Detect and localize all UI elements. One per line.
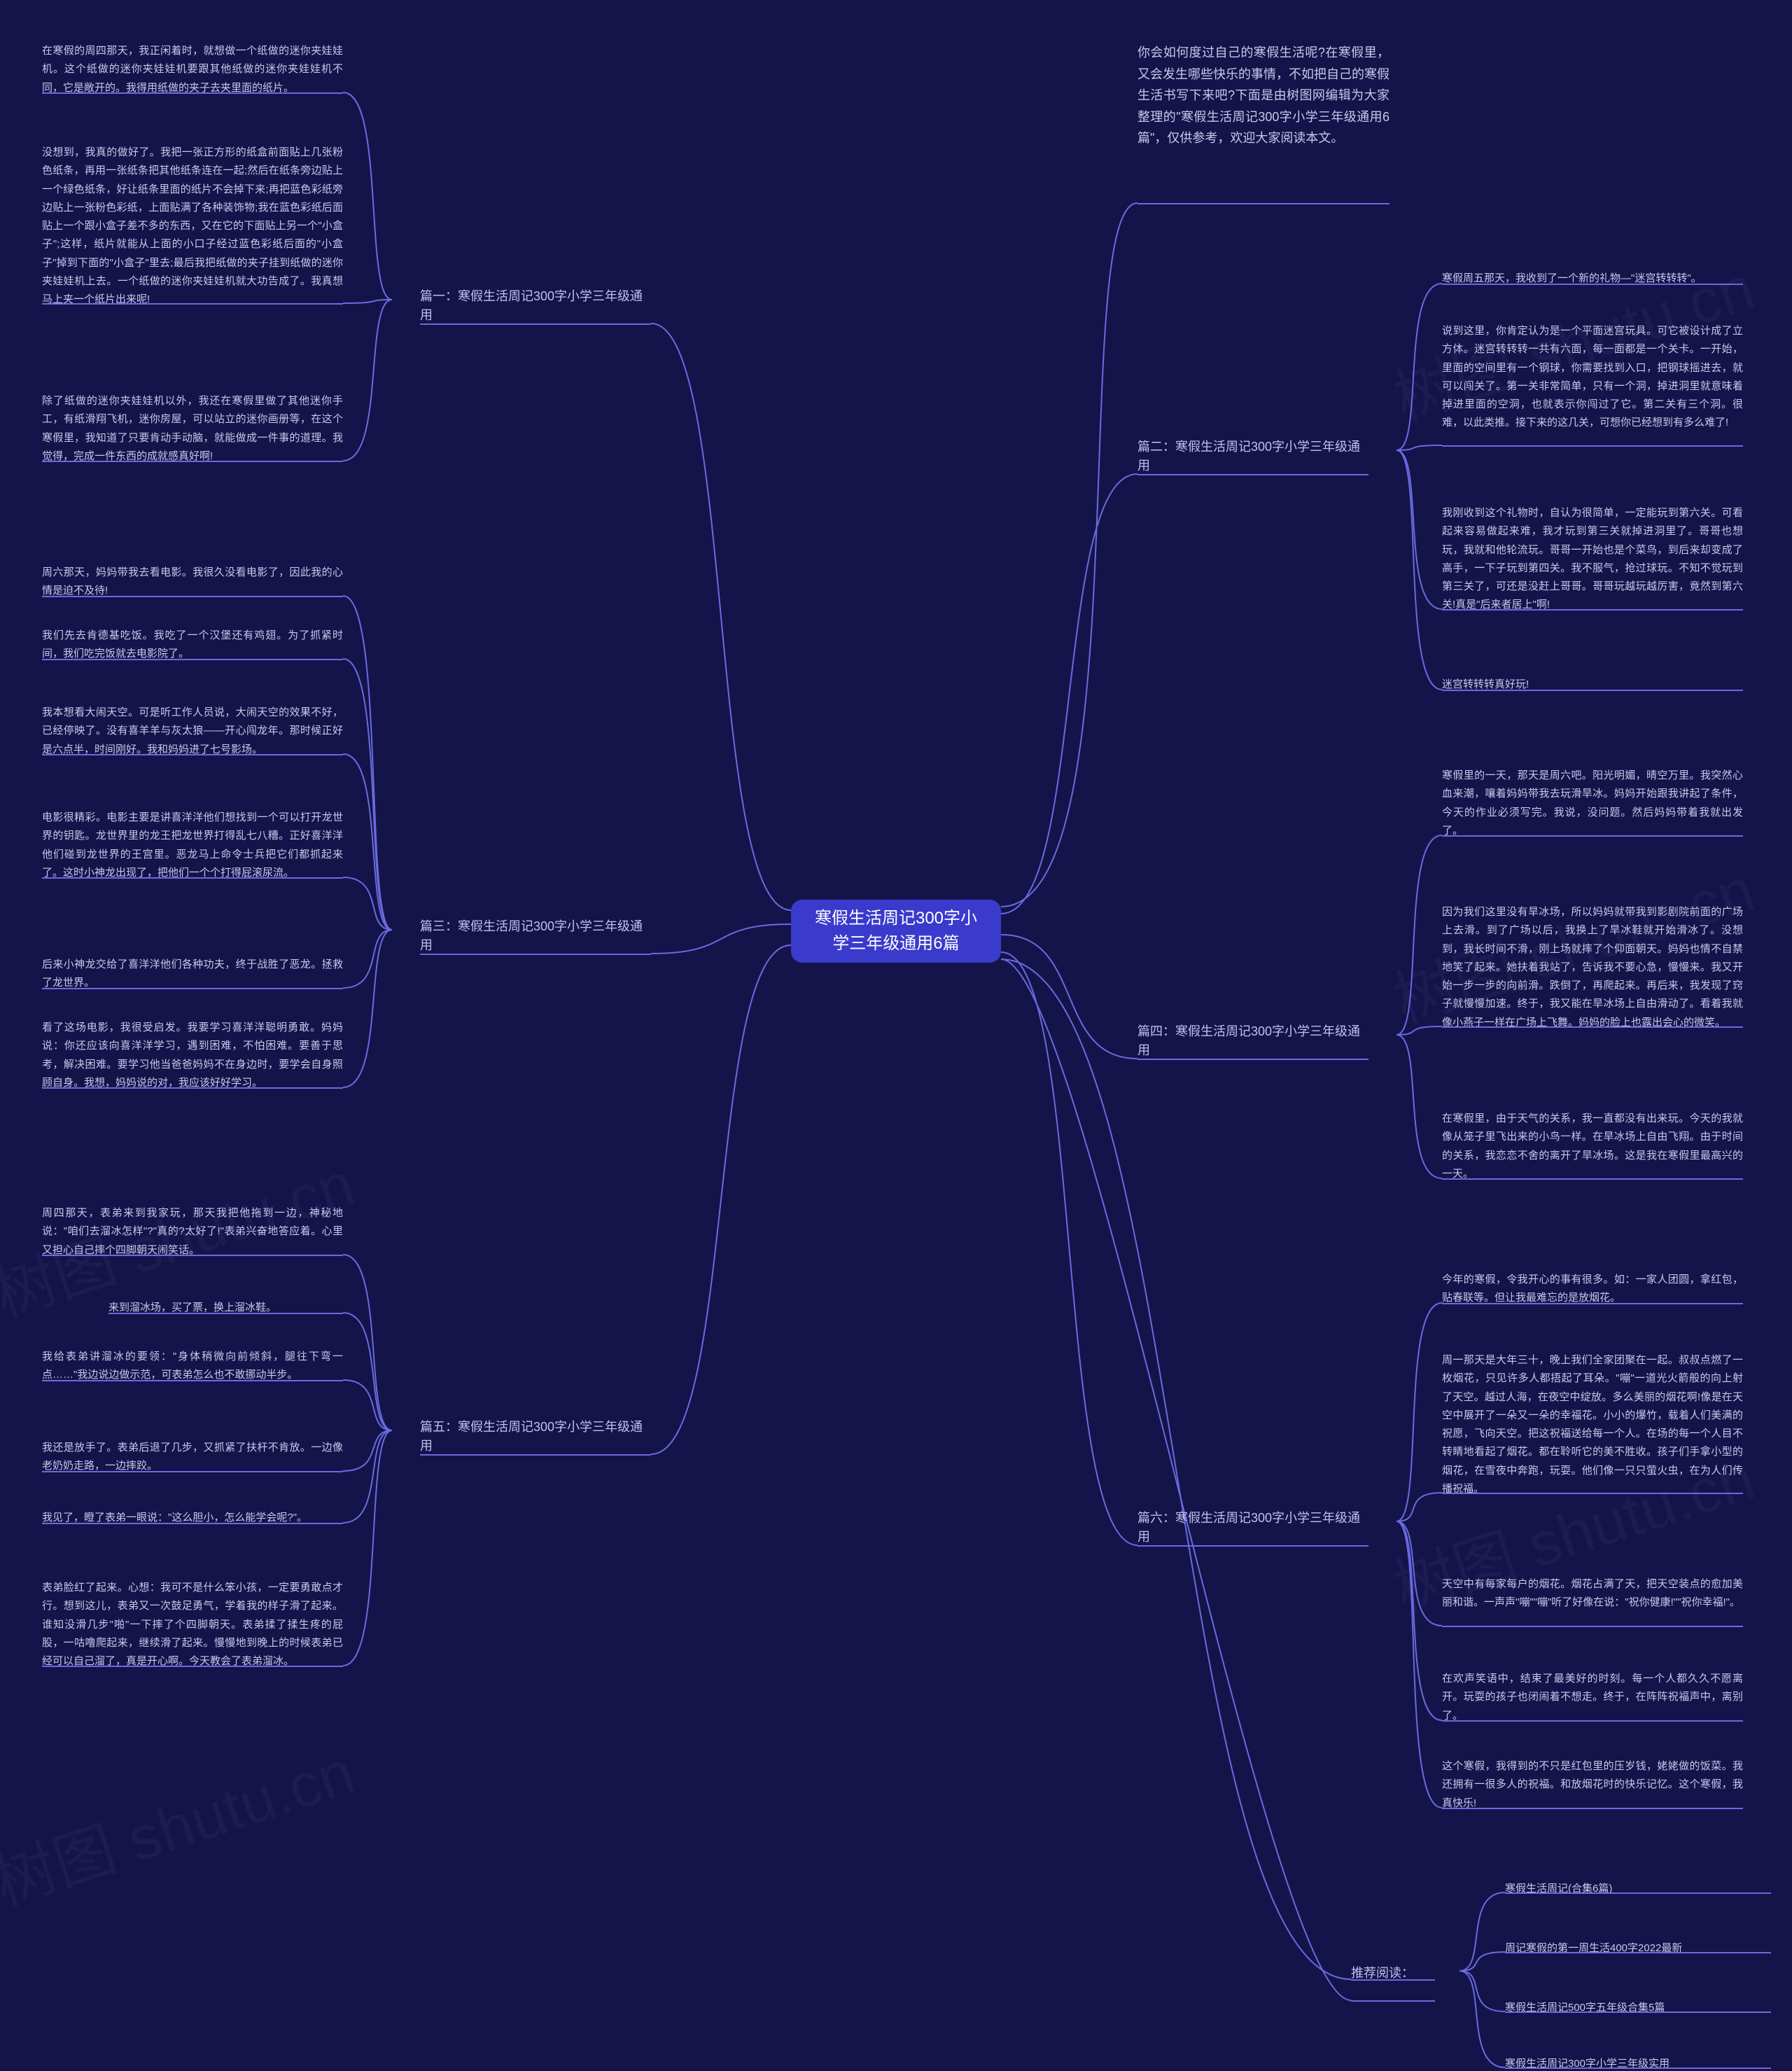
node-underline bbox=[420, 1454, 651, 1456]
leaf-text: 周四那天，表弟来到我家玩，那天我把他拖到一边，神秘地说："咱们去溜冰怎样"?"真… bbox=[42, 1204, 343, 1260]
branch-label: 篇二：寒假生活周记300字小学三年级通用 bbox=[1138, 438, 1368, 475]
leaf-text: 天空中有每家每户的烟花。烟花占满了天，把天空装点的愈加美丽和谐。一声声"嘣""嘣… bbox=[1442, 1575, 1743, 1612]
node-underline bbox=[1351, 1979, 1435, 1981]
node-underline bbox=[42, 1380, 343, 1381]
leaf-text: 我本想看大闹天空。可是听工作人员说，大闹天空的效果不好，已经停映了。没有喜羊羊与… bbox=[42, 704, 343, 759]
node-underline bbox=[1442, 1178, 1743, 1180]
branch-label: 篇五：寒假生活周记300字小学三年级通用 bbox=[420, 1418, 651, 1456]
node-underline bbox=[1442, 835, 1743, 837]
leaf-text: 因为我们这里没有旱冰场，所以妈妈就带我到影剧院前面的广场上去滑。到了广场以后，我… bbox=[1442, 903, 1743, 1032]
leaf-text: 我刚收到这个礼物时，自认为很简单，一定能玩到第六关。可看起来容易做起来难，我才玩… bbox=[1442, 504, 1743, 615]
node-underline bbox=[42, 596, 343, 597]
node-underline bbox=[42, 877, 343, 879]
leaf-text: 我们先去肯德基吃饭。我吃了一个汉堡还有鸡翅。为了抓紧时间，我们吃完饭就去电影院了… bbox=[42, 627, 343, 664]
leaf-text: 周一那天是大年三十，晚上我们全家团聚在一起。叔叔点燃了一枚烟花，只见许多人都捂起… bbox=[1442, 1351, 1743, 1498]
node-underline bbox=[1442, 445, 1743, 447]
leaf-text: 在寒假里，由于天气的关系，我一直都没有出来玩。今天的我就像从笼子里飞出来的小鸟一… bbox=[1442, 1110, 1743, 1183]
mindmap-canvas: 树图 shutu.cn树图 shutu.cn树图 shutu.cn树图 shut… bbox=[0, 0, 1792, 2071]
node-underline bbox=[1442, 1493, 1743, 1494]
node-underline bbox=[42, 303, 343, 305]
node-underline bbox=[1351, 2000, 1435, 2002]
watermark: 树图 shutu.cn bbox=[0, 1723, 364, 1923]
node-underline bbox=[42, 1666, 343, 1667]
node-underline bbox=[1505, 2067, 1771, 2069]
leaf-text: 没想到，我真的做好了。我把一张正方形的纸盒前面贴上几张粉色纸条，再用一张纸条把其… bbox=[42, 144, 343, 309]
leaf-text: 寒假周五那天，我收到了一个新的礼物—"迷宫转转转"。 bbox=[1442, 270, 1743, 288]
node-underline bbox=[108, 1313, 343, 1314]
node-underline bbox=[1442, 1026, 1743, 1028]
leaf-text: 迷宫转转转真好玩! bbox=[1442, 676, 1743, 694]
node-underline bbox=[1505, 2011, 1771, 2013]
leaf-text: 寒假生活周记(合集6篇) bbox=[1505, 1880, 1771, 1898]
leaf-text: 表弟脸红了起来。心想：我可不是什么笨小孩，一定要勇敢点才行。想到这儿，表弟又一次… bbox=[42, 1579, 343, 1671]
branch-label: 篇一：寒假生活周记300字小学三年级通用 bbox=[420, 287, 651, 325]
intro-text: 你会如何度过自己的寒假生活呢?在寒假里，又会发生哪些快乐的事情，不如把自己的寒假… bbox=[1138, 42, 1390, 149]
node-underline bbox=[1138, 474, 1368, 475]
node-underline bbox=[1442, 1808, 1743, 1809]
node-underline bbox=[42, 988, 343, 989]
node-underline bbox=[42, 461, 343, 462]
leaf-text: 今年的寒假，令我开心的事有很多。如：一家人团圆，拿红包，贴春联等。但让我最难忘的… bbox=[1442, 1271, 1743, 1308]
leaf-text: 电影很精彩。电影主要是讲喜洋洋他们想找到一个可以打开龙世界的钥匙。龙世界里的龙王… bbox=[42, 809, 343, 882]
node-underline bbox=[1505, 1892, 1771, 1894]
leaf-text: 在寒假的周四那天，我正闲着时，就想做一个纸做的迷你夹娃娃机。这个纸做的迷你夹娃娃… bbox=[42, 42, 343, 97]
leaf-text: 在欢声笑语中，结束了最美好的时刻。每一个人都久久不愿离开。玩耍的孩子也闭闹着不想… bbox=[1442, 1670, 1743, 1725]
leaf-text: 寒假生活周记500字五年级合集5篇 bbox=[1505, 1999, 1771, 2017]
node-underline bbox=[1442, 1720, 1743, 1722]
branch-label: 篇四：寒假生活周记300字小学三年级通用 bbox=[1138, 1022, 1368, 1060]
node-underline bbox=[1138, 1059, 1368, 1060]
node-underline bbox=[42, 1523, 343, 1524]
node-underline bbox=[42, 754, 343, 755]
leaf-text: 我还是放手了。表弟后退了几步，又抓紧了扶杆不肯放。一边像老奶奶走路，一边摔跤。 bbox=[42, 1439, 343, 1476]
node-underline bbox=[1442, 1626, 1743, 1627]
center-node: 寒假生活周记300字小学三年级通用6篇 bbox=[791, 900, 1001, 963]
node-underline bbox=[420, 954, 651, 955]
node-underline bbox=[1442, 690, 1743, 691]
node-underline bbox=[42, 1087, 343, 1089]
node-underline bbox=[1442, 609, 1743, 611]
node-underline bbox=[1442, 284, 1743, 285]
node-underline bbox=[42, 92, 343, 94]
branch-label: 篇六：寒假生活周记300字小学三年级通用 bbox=[1138, 1509, 1368, 1547]
leaf-text: 后来小神龙交给了喜洋洋他们各种功夫，终于战胜了恶龙。拯救了龙世界。 bbox=[42, 956, 343, 993]
node-underline bbox=[42, 1471, 343, 1472]
leaf-text: 来到溜冰场，买了票，换上溜冰鞋。 bbox=[108, 1299, 343, 1317]
node-underline bbox=[1442, 1303, 1743, 1304]
leaf-text: 我给表弟讲溜冰的要领："身体稍微向前倾斜，腿往下弯一点……"我边说边做示范，可表… bbox=[42, 1348, 343, 1385]
node-underline bbox=[1505, 1952, 1771, 1953]
leaf-text: 这个寒假，我得到的不只是红包里的压岁钱，姥姥做的饭菜。我还拥有一很多人的祝福。和… bbox=[1442, 1757, 1743, 1813]
leaf-text: 除了纸做的迷你夹娃娃机以外，我还在寒假里做了其他迷你手工，有纸滑翔飞机，迷你房屋… bbox=[42, 392, 343, 466]
leaf-text: 说到这里，你肯定认为是一个平面迷宫玩具。可它被设计成了立方体。迷宫转转转一共有六… bbox=[1442, 322, 1743, 433]
leaf-text: 周六那天，妈妈带我去看电影。我很久没看电影了，因此我的心情是迫不及待! bbox=[42, 564, 343, 601]
leaf-text: 看了这场电影，我很受启发。我要学习喜洋洋聪明勇敢。妈妈说：你还应该向喜洋洋学习，… bbox=[42, 1019, 343, 1092]
node-underline bbox=[420, 323, 651, 325]
node-underline bbox=[1138, 1545, 1368, 1547]
leaf-text: 我见了，瞪了表弟一眼说："这么胆小，怎么能学会呢?"。 bbox=[42, 1509, 343, 1527]
leaf-text: 寒假里的一天，那天是周六吧。阳光明媚，晴空万里。我突然心血来潮，嚷着妈妈带我去玩… bbox=[1442, 767, 1743, 840]
node-underline bbox=[1138, 203, 1390, 204]
node-underline bbox=[42, 659, 343, 660]
leaf-text: 周记寒假的第一周生活400字2022最新 bbox=[1505, 1939, 1771, 1958]
node-underline bbox=[42, 1255, 343, 1256]
branch-label: 篇三：寒假生活周记300字小学三年级通用 bbox=[420, 917, 651, 955]
